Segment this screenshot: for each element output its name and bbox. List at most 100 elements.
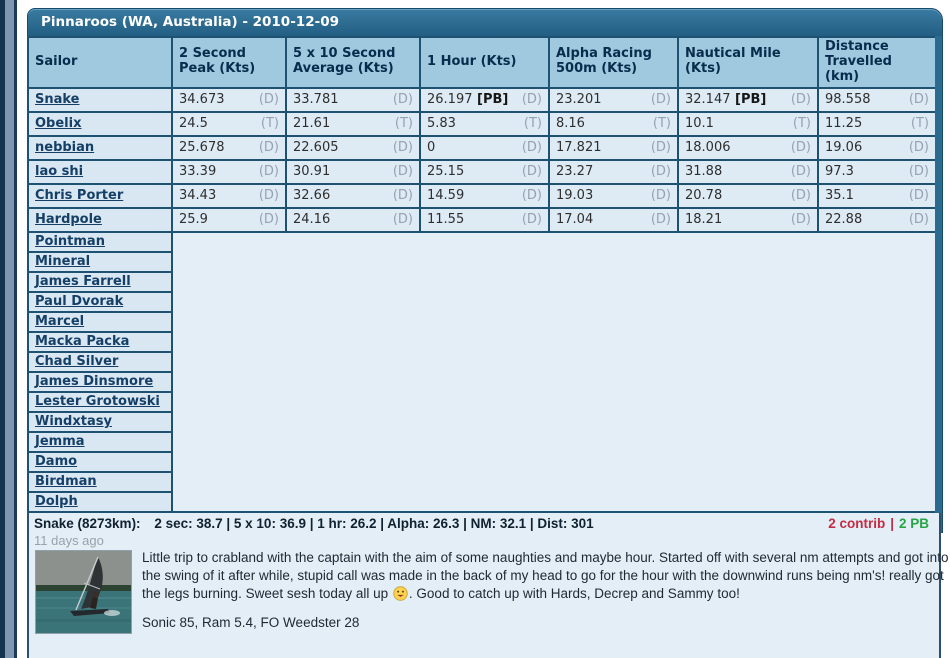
column-header: 2 Second Peak (Kts) [171,36,287,89]
pb-count[interactable]: 2 PB [898,516,929,531]
result-cell: 11.25 (T) [817,110,937,137]
column-header: Sailor [27,36,173,89]
sailor-cell: Hardpole [27,206,173,233]
result-cell: 30.91 (D) [285,158,421,185]
source-tag: (T) [652,116,671,132]
tongue-out-smiley-emoji [393,585,408,606]
table-row: Windxtasy [27,410,936,433]
window-edge-bar [0,0,5,658]
source-tag: (T) [792,116,811,132]
table-row: James Farrell [27,270,936,293]
table-row: Snake 34.673 (D) 33.781 (D) 26.197 [PB] (D) 23.… [27,86,937,113]
summary-stats: 2 sec: 38.7 | 5 x 10: 36.9 | 1 hr: 26.2 … [154,516,594,531]
result-cell: 33.39 (D) [171,158,287,185]
source-tag: (D) [521,92,542,108]
source-tag: (D) [521,212,542,228]
sailor-link[interactable]: nebbian [35,140,95,156]
sailor-cell: Snake [27,86,173,113]
sailor-link[interactable]: James Dinsmore [35,374,154,390]
sailor-link[interactable]: Damo [35,454,78,470]
source-tag: (D) [908,212,929,228]
source-tag: (D) [790,140,811,156]
source-tag: (D) [790,212,811,228]
pb-badge: [PB] [472,92,509,108]
result-cell: 20.78 (D) [677,182,819,209]
source-tag: (D) [258,140,279,156]
source-tag: (D) [790,92,811,108]
source-tag: (D) [650,140,671,156]
result-cell: 35.1 (D) [817,182,937,209]
sailor-link[interactable]: Paul Dvorak [35,294,124,310]
gear-list: Sonic 85, Ram 5.4, FO Weedster 28 [142,615,360,631]
table-row: nebbian 25.678 (D) 22.605 (D) 0 (D) 17.821 (D) 18… [27,134,937,161]
sailor-cell: Jemma [27,430,173,453]
source-tag: (T) [910,116,929,132]
sailor-link[interactable]: Pointman [35,234,105,250]
result-cell: 26.197 [PB] (D) [419,86,550,113]
sailor-link[interactable]: Chad Silver [35,354,119,370]
column-header: 5 x 10 Second Average (Kts) [285,36,421,89]
sailor-cell: Paul Dvorak [27,290,173,313]
result-cell: 23.27 (D) [548,158,679,185]
sailor-link[interactable]: Obelix [35,116,82,132]
comment-text: Little trip to crabland with the captain… [142,550,949,601]
sailor-cell: Mineral [27,250,173,273]
sailor-link[interactable]: James Farrell [35,274,131,290]
windsurfer-photo[interactable] [35,550,132,634]
sailor-link[interactable]: lao shi [35,164,84,180]
table-row: lao shi 33.39 (D) 30.91 (D) 25.15 (D) 23.27 (D) 3… [27,158,937,185]
sailor-link[interactable]: Snake [35,92,80,108]
result-cell: 22.605 (D) [285,134,421,161]
result-cell: 25.678 (D) [171,134,287,161]
source-tag: (D) [521,164,542,180]
sailor-cell: Dolph [27,490,173,513]
source-tag: (D) [790,188,811,204]
sailor-link[interactable]: Hardpole [35,212,102,228]
result-cell: 5.83 (T) [419,110,550,137]
column-header: Alpha Racing 500m (Kts) [548,36,679,89]
table-row: Chris Porter 34.43 (D) 32.66 (D) 14.59 (D) 19.0… [27,182,937,209]
sailor-link[interactable]: Birdman [35,474,97,490]
result-cell: 32.66 (D) [285,182,421,209]
result-cell: 14.59 (D) [419,182,550,209]
page-title: Pinnaroos (WA, Australia) - 2010-12-09 [41,14,339,30]
sailor-cell: Chad Silver [27,350,173,373]
source-tag: (D) [392,140,413,156]
result-cell: 24.16 (D) [285,206,421,233]
column-header: Distance Travelled (km) [817,36,937,89]
post-timestamp: 11 days ago [34,533,104,548]
result-cell: 32.147 [PB] (D) [677,86,819,113]
result-cell: 18.006 (D) [677,134,819,161]
result-cell: 25.9 (D) [171,206,287,233]
sailor-link[interactable]: Dolph [35,494,78,510]
sailor-summary: Snake (8273km): 2 sec: 38.7 | 5 x 10: 36… [34,516,594,531]
sailor-cell: Pointman [27,230,173,253]
sailor-link[interactable]: Macka Packa [35,334,130,350]
sailor-cell: Macka Packa [27,330,173,353]
source-tag: (D) [258,188,279,204]
source-tag: (D) [521,188,542,204]
result-cell: 23.201 (D) [548,86,679,113]
sailor-link[interactable]: Chris Porter [35,188,124,204]
result-cell: 31.88 (D) [677,158,819,185]
title-bar: Pinnaroos (WA, Australia) - 2010-12-09 [27,8,943,36]
source-tag: (D) [392,188,413,204]
result-cell: 19.03 (D) [548,182,679,209]
result-cell: 19.06 (D) [817,134,937,161]
sailor-link[interactable]: Jemma [35,434,85,450]
sailor-cell: James Dinsmore [27,370,173,393]
window-edge-bar [5,0,14,658]
contrib-count[interactable]: 2 contrib [828,516,886,531]
result-cell: 24.5 (T) [171,110,287,137]
source-tag: (D) [392,164,413,180]
sailor-link[interactable]: Lester Grotowski [35,394,160,410]
sailor-cell: Damo [27,450,173,473]
result-cell: 34.43 (D) [171,182,287,209]
sailor-link[interactable]: Mineral [35,254,91,270]
table-row: James Dinsmore [27,370,936,393]
result-cell: 22.88 (D) [817,206,937,233]
sailor-link[interactable]: Windxtasy [35,414,112,430]
summary-sailor-total: Snake (8273km): [34,516,141,531]
table-row: Macka Packa [27,330,936,353]
sailor-link[interactable]: Marcel [35,314,85,330]
